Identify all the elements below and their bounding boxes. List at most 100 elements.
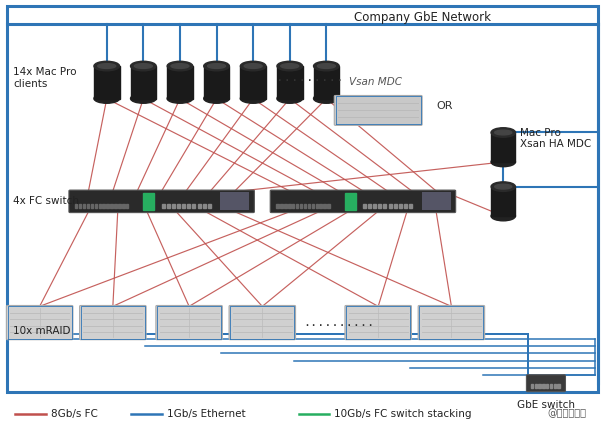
Bar	[99, 204, 101, 208]
Text: GbE switch: GbE switch	[517, 400, 575, 410]
Bar	[558, 385, 560, 388]
FancyBboxPatch shape	[7, 306, 73, 339]
Bar	[131, 66, 156, 99]
Bar	[75, 204, 77, 208]
Bar	[167, 66, 193, 99]
Bar	[87, 204, 89, 208]
Bar	[550, 385, 552, 388]
Bar	[204, 66, 229, 99]
FancyBboxPatch shape	[418, 306, 484, 339]
Ellipse shape	[207, 64, 226, 68]
Bar	[300, 204, 303, 208]
Text: 8Gb/s FC: 8Gb/s FC	[51, 408, 98, 419]
Bar	[187, 204, 190, 208]
Bar	[277, 66, 303, 99]
Bar	[304, 204, 306, 208]
Bar	[292, 204, 295, 208]
Bar	[182, 204, 185, 208]
Bar	[172, 204, 175, 208]
Bar	[491, 132, 515, 162]
Ellipse shape	[281, 64, 299, 68]
Bar	[208, 204, 211, 208]
Bar	[546, 385, 548, 388]
Bar	[399, 204, 402, 208]
Ellipse shape	[491, 211, 515, 221]
Bar	[83, 204, 85, 208]
Bar	[538, 385, 540, 388]
Ellipse shape	[240, 61, 266, 71]
Bar	[94, 66, 120, 99]
Bar	[198, 204, 201, 208]
Bar	[114, 204, 117, 208]
Bar	[422, 192, 451, 210]
Bar	[314, 66, 339, 99]
Bar	[373, 204, 376, 208]
Bar	[95, 204, 97, 208]
Bar	[91, 204, 93, 208]
Ellipse shape	[491, 182, 515, 191]
Bar	[542, 385, 545, 388]
Bar	[312, 204, 314, 208]
Text: 14x Mac Pro
clients: 14x Mac Pro clients	[13, 67, 77, 89]
Ellipse shape	[94, 61, 120, 71]
Text: Company GbE Network: Company GbE Network	[354, 11, 491, 24]
Bar	[393, 204, 396, 208]
FancyBboxPatch shape	[69, 190, 254, 213]
Bar	[162, 204, 165, 208]
Text: 10Gb/s FC switch stacking: 10Gb/s FC switch stacking	[334, 408, 472, 419]
Ellipse shape	[204, 94, 229, 103]
Bar	[323, 204, 326, 208]
Ellipse shape	[314, 61, 339, 71]
Bar	[143, 193, 154, 210]
Bar	[491, 187, 515, 216]
Text: 1Gb/s Ethernet: 1Gb/s Ethernet	[167, 408, 245, 419]
Ellipse shape	[277, 94, 303, 103]
Bar	[296, 204, 298, 208]
Ellipse shape	[167, 94, 193, 103]
Bar	[409, 204, 412, 208]
Text: OR: OR	[436, 101, 453, 111]
Bar	[192, 204, 195, 208]
Text: 10x mRAID: 10x mRAID	[13, 326, 71, 336]
Bar	[363, 204, 366, 208]
Ellipse shape	[98, 64, 116, 68]
Bar	[122, 204, 124, 208]
Ellipse shape	[317, 64, 336, 68]
FancyBboxPatch shape	[345, 306, 411, 339]
Bar	[118, 204, 121, 208]
Bar	[79, 204, 81, 208]
Bar	[276, 204, 279, 208]
Bar	[177, 204, 180, 208]
Bar	[368, 204, 371, 208]
Bar	[389, 204, 392, 208]
Bar	[378, 204, 381, 208]
Ellipse shape	[277, 61, 303, 71]
Ellipse shape	[204, 61, 229, 71]
Bar	[534, 385, 537, 388]
Text: ..........: ..........	[303, 316, 374, 329]
Ellipse shape	[171, 64, 189, 68]
Bar	[7, 6, 598, 392]
Bar	[315, 204, 318, 208]
Ellipse shape	[134, 64, 152, 68]
Bar	[288, 204, 290, 208]
Bar	[280, 204, 282, 208]
Text: 4x FC switch: 4x FC switch	[13, 196, 79, 207]
Text: @影视工业网: @影视工业网	[548, 408, 587, 419]
Bar	[404, 204, 407, 208]
Text: .........: .........	[276, 71, 343, 84]
Bar	[110, 204, 113, 208]
Ellipse shape	[94, 94, 120, 103]
Ellipse shape	[131, 61, 156, 71]
FancyBboxPatch shape	[270, 190, 456, 213]
FancyBboxPatch shape	[526, 375, 565, 391]
Ellipse shape	[131, 94, 156, 103]
Text: Vsan MDC: Vsan MDC	[349, 77, 401, 87]
Ellipse shape	[491, 157, 515, 167]
Ellipse shape	[244, 64, 262, 68]
Bar	[553, 385, 556, 388]
Bar	[384, 204, 387, 208]
Ellipse shape	[240, 94, 266, 103]
Bar	[220, 192, 249, 210]
Bar	[531, 385, 533, 388]
